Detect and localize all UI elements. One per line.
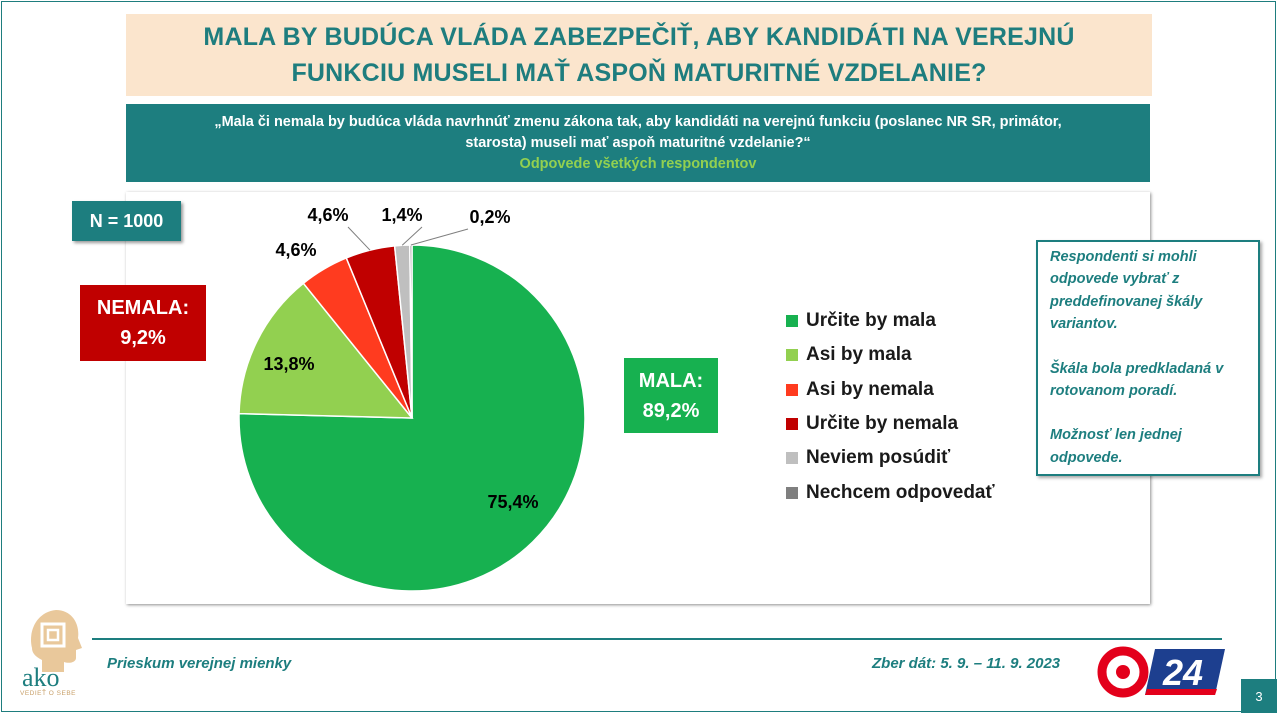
footer-data-collection: Zber dát: 5. 9. – 11. 9. 2023 (872, 655, 1061, 672)
nemala-total-badge: NEMALA: 9,2% (80, 285, 206, 361)
page-number: 3 (1241, 679, 1277, 713)
legend-label: Určite by nemala (806, 413, 959, 435)
legend-item: Nechcem odpovedať (786, 475, 995, 509)
slide-title: MALA BY BUDÚCA VLÁDA ZABEZPEČIŤ, ABY KAN… (126, 14, 1152, 96)
label-leader-line (401, 226, 423, 246)
legend-item: Určite by mala (786, 304, 995, 338)
chart-legend: Určite by mala Asi by mala Asi by nemala… (786, 304, 995, 510)
pie-slice (238, 282, 414, 419)
footer-divider (92, 638, 1222, 640)
legend-item: Asi by mala (786, 338, 995, 372)
legend-label: Určite by mala (806, 310, 936, 332)
slice-data-label: 4,6% (307, 205, 348, 225)
footer-survey-label: Prieskum verejnej mienky (107, 655, 292, 672)
sample-size-badge: N = 1000 (72, 201, 181, 241)
label-leader-line (347, 226, 371, 251)
legend-label: Neviem posúdiť (806, 447, 951, 469)
label-leader-line (410, 228, 469, 246)
slice-data-label: 0,2% (469, 207, 510, 227)
tv-logo-text: 24 (1162, 652, 1203, 693)
note-paragraph: Respondenti si mohli odpovede vybrať z p… (1050, 249, 1203, 333)
slice-data-label: 13,8% (263, 354, 314, 374)
mala-total-badge: MALA: 89,2% (624, 358, 718, 433)
legend-item: Určite by nemala (786, 407, 995, 441)
methodology-note: Respondenti si mohli odpovede vybrať z p… (1036, 240, 1260, 476)
legend-swatch (786, 452, 798, 465)
mala-value: 89,2% (642, 399, 700, 422)
note-paragraph: Možnosť len jednej odpovede. (1050, 427, 1182, 466)
question-line-1: „Mala či nemala by budúca vláda navrhnúť… (214, 113, 1062, 130)
slice-data-label: 75,4% (487, 492, 538, 512)
slice-data-label: 1,4% (381, 205, 422, 225)
legend-swatch (786, 315, 798, 328)
nemala-label: NEMALA: (96, 297, 190, 319)
note-paragraph: Škála bola predkladaná v rotovanom porad… (1050, 360, 1224, 400)
tv-24-logo-icon: 24 (1097, 646, 1225, 698)
legend-swatch (786, 349, 798, 362)
legend-swatch (786, 418, 798, 431)
question-line-2: starosta) museli mať aspoň maturitné vzd… (465, 134, 811, 151)
legend-label: Asi by mala (806, 344, 912, 366)
ako-logo-icon: ako (22, 610, 82, 692)
legend-label: Nechcem odpovedať (806, 481, 995, 503)
slice-data-label: 4,6% (275, 240, 316, 260)
legend-label: Asi by nemala (806, 378, 934, 400)
legend-item: Neviem posúdiť (786, 441, 995, 475)
ako-logo-subtext: VEDIEŤ O SEBE (20, 690, 76, 697)
legend-swatch (786, 383, 798, 396)
legend-item: Asi by nemala (786, 373, 995, 407)
question-box: „Mala či nemala by budúca vláda navrhnúť… (126, 104, 1150, 182)
ako-logo-text: ako (22, 663, 60, 692)
legend-swatch (786, 486, 798, 499)
question-subtitle: Odpovede všetkých respondentov (519, 155, 757, 172)
title-line-1: MALA BY BUDÚCA VLÁDA ZABEZPEČIŤ, ABY KAN… (203, 23, 1075, 51)
title-line-2: FUNKCIU MUSELI MAŤ ASPOŇ MATURITNÉ VZDEL… (291, 59, 987, 87)
mala-label: MALA: (638, 369, 704, 392)
nemala-value: 9,2% (120, 327, 166, 349)
